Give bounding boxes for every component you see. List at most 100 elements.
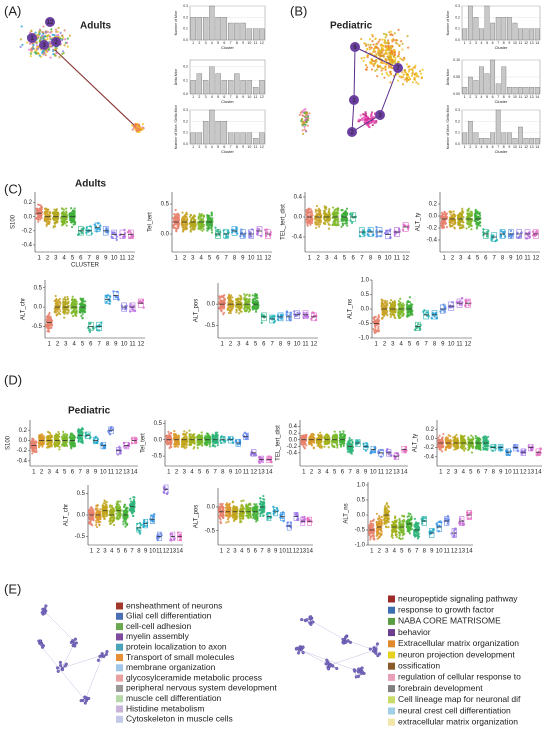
jitter-point xyxy=(374,326,377,329)
jitter-point xyxy=(229,306,232,309)
bar xyxy=(215,121,221,145)
x-tick-label: 6 xyxy=(351,256,355,262)
jitter-point xyxy=(459,220,462,223)
jitter-point xyxy=(39,214,42,217)
trajectory-node xyxy=(45,17,55,27)
jitter-point xyxy=(404,224,407,228)
jitter-point xyxy=(71,315,75,318)
embedding-dot xyxy=(385,71,388,74)
jitter-point xyxy=(50,319,53,322)
x-tick-label: 7 xyxy=(360,256,364,262)
embedding-dot xyxy=(387,66,390,69)
jitter-point xyxy=(173,442,177,445)
x-tick-label: 13 xyxy=(530,95,534,99)
jitter-point xyxy=(341,218,344,222)
jitter-point xyxy=(450,210,453,214)
jitter-point xyxy=(48,438,51,441)
jitter-point xyxy=(37,220,40,223)
embedding-dot xyxy=(389,58,392,61)
jitter-point xyxy=(98,228,102,231)
jitter-point xyxy=(468,213,472,216)
jitter-point xyxy=(310,221,313,225)
bar xyxy=(190,80,196,95)
embedding-dot xyxy=(403,78,406,81)
bar xyxy=(209,5,215,41)
jitter-point xyxy=(35,449,38,452)
bar xyxy=(523,87,529,95)
y-tick-label: 0.3 xyxy=(183,4,188,8)
embedding-dot xyxy=(407,65,410,68)
node-label: 3 xyxy=(378,113,382,119)
bar xyxy=(467,76,473,95)
jitter-point xyxy=(31,449,34,452)
embedding-dot xyxy=(141,126,144,129)
embedding-dot xyxy=(364,63,368,67)
bar xyxy=(523,138,529,145)
jitter-point xyxy=(407,314,410,317)
jitter-point xyxy=(35,441,38,444)
x-tick-label: 9 xyxy=(104,256,108,262)
node-label: 2 xyxy=(54,40,58,46)
embedding-dot xyxy=(371,35,374,38)
jitter-point xyxy=(248,308,251,311)
embedding-dot xyxy=(19,45,22,48)
x-tick-label: 4 xyxy=(334,256,338,262)
jitter-point xyxy=(405,303,408,306)
embedding-dot xyxy=(360,57,363,60)
embedding-dot xyxy=(411,81,414,84)
x-tick-label: 11 xyxy=(129,342,136,348)
y-tick-label: 0.0 xyxy=(455,142,460,146)
jitter-point xyxy=(448,221,452,224)
bar xyxy=(246,80,253,95)
y-tick-label: 0.1 xyxy=(455,131,460,135)
jitter-point xyxy=(47,326,50,329)
jitter-point xyxy=(202,215,206,218)
jitter-point xyxy=(460,212,463,215)
jitter-point xyxy=(173,436,176,440)
embedding-dot xyxy=(375,120,378,123)
y-tick-label: -0.2 xyxy=(22,228,33,234)
bar xyxy=(473,17,479,41)
jitter-point xyxy=(77,436,80,439)
jitter-point xyxy=(200,214,203,217)
jitter-point xyxy=(229,294,233,297)
jitter-point xyxy=(317,222,320,226)
jitter-point xyxy=(439,310,442,313)
embedding-dot xyxy=(421,68,424,71)
jitter-point xyxy=(252,301,255,305)
x-tick-label: 13 xyxy=(530,41,534,45)
embedding-dot xyxy=(393,32,396,35)
x-tick-label: 12 xyxy=(264,256,271,262)
jitter-point xyxy=(80,308,83,312)
jitter-point xyxy=(328,219,331,222)
embedding-dot xyxy=(406,35,409,38)
embedding-dot xyxy=(302,114,305,118)
embedding-dot xyxy=(396,42,399,45)
jitter-point xyxy=(336,219,339,222)
embedding-dot xyxy=(19,38,23,41)
jitter-point xyxy=(445,216,448,219)
embedding-dot xyxy=(365,123,368,126)
x-tick-label: 11 xyxy=(254,145,258,149)
y-tick-label: 0.0 xyxy=(154,437,163,443)
x-tick-label: 2 xyxy=(46,256,50,262)
jitter-point xyxy=(49,443,53,446)
x-tick-label: 9 xyxy=(508,145,510,149)
jitter-point xyxy=(108,295,112,298)
embedding-dot xyxy=(44,30,47,34)
embedding-dot xyxy=(393,60,396,63)
embedding-dot xyxy=(381,54,384,58)
y-tick-label: -0.2 xyxy=(17,448,28,454)
jitter-point xyxy=(374,319,378,322)
bar xyxy=(484,138,490,145)
jitter-point xyxy=(322,217,326,220)
jitter-point xyxy=(255,296,259,299)
jitter-point xyxy=(257,306,260,309)
jitter-point xyxy=(231,296,234,299)
jitter-point xyxy=(60,219,64,223)
x-tick-label: 14 xyxy=(535,95,539,99)
jitter-point xyxy=(85,231,88,234)
jitter-point xyxy=(433,315,436,318)
jitter-point xyxy=(81,442,84,445)
jitter-point xyxy=(273,320,277,323)
